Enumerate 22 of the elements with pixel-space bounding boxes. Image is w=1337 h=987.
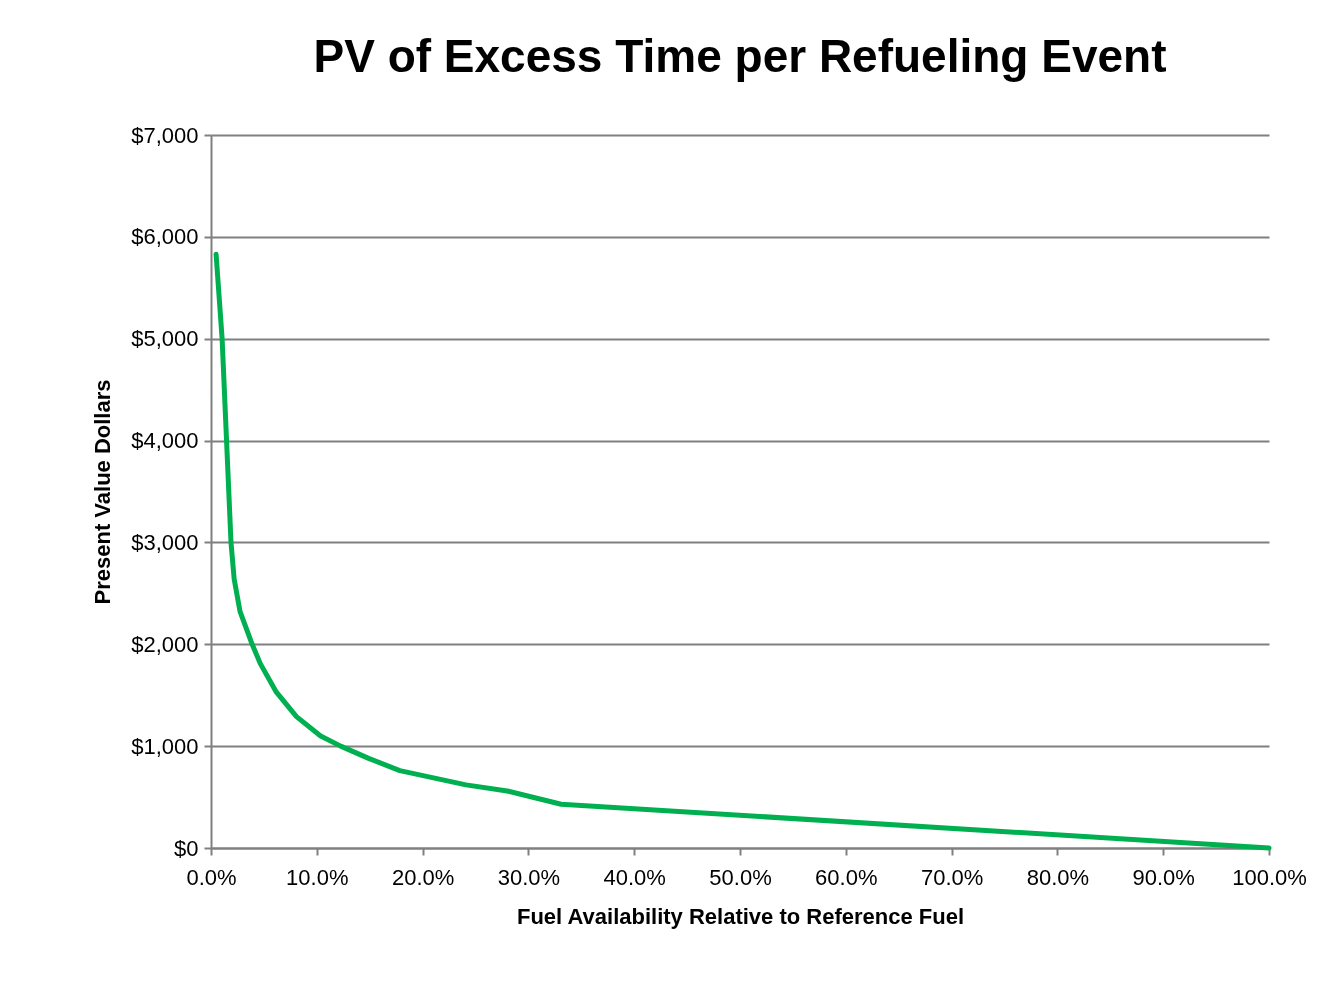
y-tick-label: $3,000 [131,529,199,555]
y-tick-label: $2,000 [131,631,199,657]
chart-title: PV of Excess Time per Refueling Event [313,30,1167,82]
x-tick-label: 0.0% [186,864,237,890]
x-tick-label: 20.0% [391,864,455,890]
x-tick-label: 40.0% [603,864,666,890]
y-tick-label: $1,000 [131,733,199,759]
y-tick-label: $4,000 [131,428,199,454]
y-tick-label: $7,000 [131,122,199,148]
x-tick-label: 80.0% [1026,864,1090,890]
x-tick-label: 10.0% [286,864,349,890]
y-tick-label: $6,000 [131,224,199,250]
y-axis-title: Present Value Dollars [90,379,116,605]
x-axis-title: Fuel Availability Relative to Reference Fuel [516,903,965,929]
y-tick-label: $0 [174,835,199,861]
x-tick-label: 100.0% [1232,864,1307,890]
y-tick-label: $5,000 [131,326,199,352]
x-tick-label: 90.0% [1132,864,1195,890]
x-tick-label: 50.0% [709,864,772,890]
x-tick-label: 60.0% [815,864,878,890]
x-tick-label: 30.0% [497,864,561,890]
x-tick-label: 70.0% [920,864,984,890]
